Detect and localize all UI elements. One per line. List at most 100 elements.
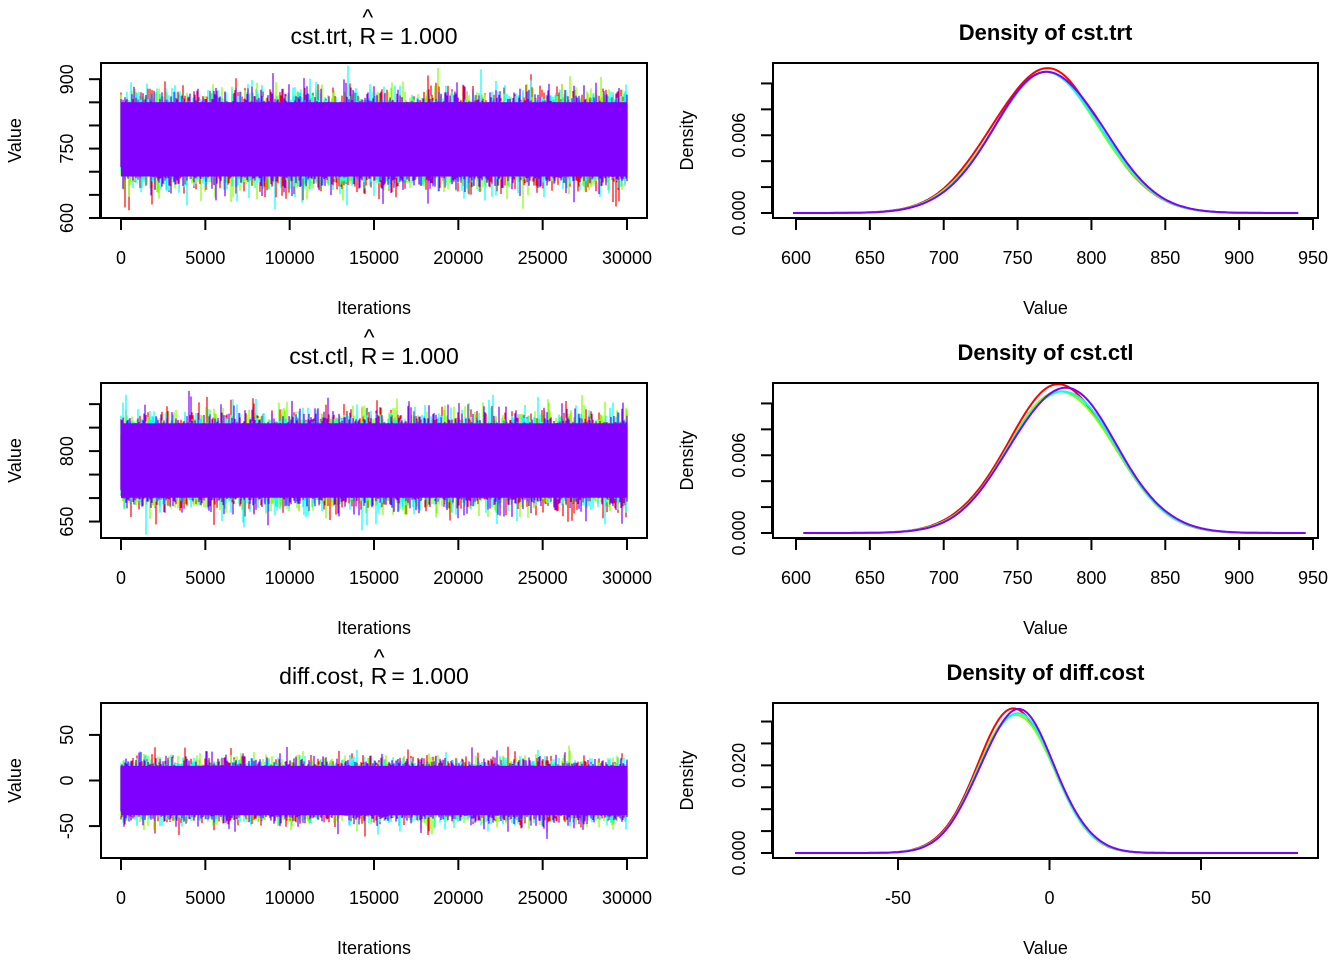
trace-cst-trt-x-tick-label: 30000 [602,248,652,268]
trace-diff-cost-y-tick-label: -50 [57,813,77,839]
title-parameter: cst.ctl, [289,343,361,369]
trace-diff-cost-panel: diff.cost, R = 1.000^ 0 5000 10000 15000 20000… [5,644,652,958]
svg-text:diff.cost, R= 1.000: diff.cost, R = 1.000 [279,663,469,689]
density-cst-trt-x-axis-label: Value [1023,298,1068,318]
density-diff-cost-y-axis-label: Density [677,750,697,810]
rhat-value: = 1.000 [391,663,468,689]
density-cst-ctl-y-axis: 0.000 0.006 [729,402,773,556]
rhat-value: = 1.000 [381,343,458,369]
density-cst-trt-chain-3-curve [793,70,1299,214]
svg-text:cst.trt, R= 1.000: cst.trt, R = 1.000 [290,23,457,49]
density-cst-trt-x-tick-label: 950 [1298,248,1328,268]
trace-cst-trt-x-tick-label: 0 [116,248,126,268]
trace-cst-trt-y-axis: 600 750 900 [57,64,101,233]
trace-cst-ctl-x-tick-label: 15000 [349,568,399,588]
density-cst-ctl-curves [803,383,1306,534]
density-diff-cost-chain-3-curve [795,712,1298,854]
density-cst-ctl-x-axis-label: Value [1023,618,1068,638]
density-cst-trt-y-tick-label: 0.006 [729,113,749,158]
trace-diff-cost-x-tick-label: 5000 [185,888,225,908]
trace-cst-trt-x-tick-label: 25000 [518,248,568,268]
density-cst-ctl-plot-frame [772,382,1319,539]
density-cst-ctl-y-tick-label: 0.006 [729,433,749,478]
trace-cst-trt-x-tick-label: 5000 [185,248,225,268]
density-cst-ctl-x-tick-label: 950 [1298,568,1328,588]
density-cst-trt-x-tick-label: 600 [781,248,811,268]
trace-cst-trt-y-tick-label: 900 [57,64,77,94]
trace-cst-ctl-x-tick-label: 10000 [265,568,315,588]
density-cst-ctl-x-tick-label: 900 [1224,568,1254,588]
rhat-symbol: R [359,23,376,49]
trace-cst-trt-y-tick-label: 750 [57,134,77,164]
trace-diff-cost-chain-core [121,765,627,816]
density-cst-trt-plot-frame [772,62,1319,219]
density-diff-cost-x-tick-label: 50 [1191,888,1211,908]
trace-cst-trt-x-axis: 0 5000 10000 15000 20000 25000 30000 [116,218,652,268]
density-diff-cost-curves [795,707,1298,854]
trace-cst-ctl-x-tick-label: 0 [116,568,126,588]
density-cst-trt-x-tick-label: 750 [1003,248,1033,268]
density-cst-ctl-title: Density of cst.ctl [957,340,1133,365]
density-diff-cost-x-axis-label: Value [1023,938,1068,958]
trace-diff-cost-x-tick-label: 15000 [349,888,399,908]
trace-diff-cost-x-tick-label: 0 [116,888,126,908]
rhat-hat-icon: ^ [362,4,373,30]
trace-cst-ctl-y-tick-label: 650 [57,507,77,537]
trace-diff-cost-y-axis-label: Value [5,758,25,803]
density-cst-ctl-x-tick-label: 800 [1076,568,1106,588]
rhat-hat-icon: ^ [374,644,385,670]
density-cst-trt-x-tick-label: 700 [929,248,959,268]
density-diff-cost-chain-4-curve [795,707,1298,854]
trace-cst-ctl-chain-core [121,423,627,498]
trace-diff-cost-y-tick-label: 0 [57,775,77,785]
density-cst-ctl-chain-3-curve [803,390,1306,534]
density-cst-ctl-x-tick-label: 600 [781,568,811,588]
density-cst-ctl-x-tick-label: 700 [929,568,959,588]
density-cst-trt-chain-1-curve [793,67,1299,214]
trace-cst-trt-y-axis-label: Value [5,118,25,163]
density-diff-cost-panel: Density of diff.cost -50 0 50 0.000 0.020 Valu… [677,660,1319,958]
rhat-hat-icon: ^ [364,324,375,350]
trace-cst-ctl-y-tick-label: 800 [57,436,77,466]
density-cst-trt-y-axis: 0.000 0.006 [729,82,773,236]
trace-diff-cost-x-tick-label: 25000 [518,888,568,908]
density-cst-ctl-chain-4-curve [803,386,1306,534]
density-cst-ctl-y-axis-label: Density [677,430,697,490]
trace-cst-ctl-x-tick-label: 20000 [433,568,483,588]
density-cst-trt-x-tick-label: 650 [855,248,885,268]
trace-cst-trt-x-tick-label: 10000 [265,248,315,268]
trace-cst-trt-chain-core [121,102,627,177]
svg-text:cst.ctl, R= 1.000: cst.ctl, R = 1.000 [289,343,459,369]
density-diff-cost-chain-2-curve [795,713,1298,854]
trace-cst-ctl-x-tick-label: 5000 [185,568,225,588]
trace-cst-trt-title: cst.trt, R = 1.000^ [290,4,457,49]
trace-diff-cost-x-tick-label: 10000 [265,888,315,908]
title-parameter: cst.trt, [290,23,359,49]
density-diff-cost-plot-frame [772,702,1319,859]
trace-diff-cost-title: diff.cost, R = 1.000^ [279,644,469,689]
density-diff-cost-x-tick-label: 0 [1044,888,1054,908]
density-cst-trt-x-tick-label: 800 [1076,248,1106,268]
density-cst-trt-x-tick-label: 850 [1150,248,1180,268]
trace-cst-ctl-x-tick-label: 25000 [518,568,568,588]
trace-cst-trt-x-tick-label: 15000 [349,248,399,268]
trace-cst-ctl-x-axis-label: Iterations [337,618,411,638]
density-cst-trt-x-axis: 600 650 700 750 800 850 900 950 [781,218,1328,268]
density-diff-cost-x-tick-label: -50 [885,888,911,908]
trace-diff-cost-x-tick-label: 30000 [602,888,652,908]
density-cst-ctl-chain-2-curve [803,390,1306,534]
rhat-symbol: R [361,343,378,369]
trace-cst-trt-y-tick-label: 600 [57,203,77,233]
trace-cst-trt-x-tick-label: 20000 [433,248,483,268]
trace-cst-ctl-x-tick-label: 30000 [602,568,652,588]
trace-cst-ctl-x-axis: 0 5000 10000 15000 20000 25000 30000 [116,538,652,588]
trace-cst-ctl-y-axis: 650 800 [57,403,101,537]
density-diff-cost-y-tick-label: 0.020 [729,743,749,788]
density-cst-ctl-x-tick-label: 850 [1150,568,1180,588]
rhat-value: = 1.000 [380,23,457,49]
trace-cst-trt-chains [120,66,628,211]
density-diff-cost-chain-1-curve [795,707,1298,854]
trace-cst-ctl-title: cst.ctl, R = 1.000^ [289,324,459,369]
density-diff-cost-title: Density of diff.cost [946,660,1145,685]
density-cst-ctl-chain-1-curve [803,383,1306,534]
